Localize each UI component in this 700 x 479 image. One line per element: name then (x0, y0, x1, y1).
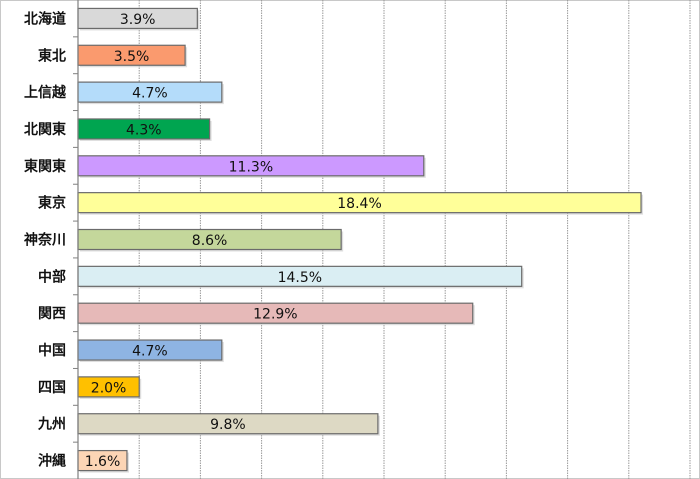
category-label: 沖縄 (38, 453, 66, 470)
value-label: 2.0% (91, 380, 127, 396)
value-label: 9.8% (210, 417, 246, 433)
value-label: 4.7% (132, 344, 168, 360)
category-label: 東京 (38, 195, 66, 212)
value-label: 11.3% (229, 159, 273, 175)
value-label: 4.3% (126, 122, 162, 138)
category-label: 北関東 (24, 121, 66, 138)
value-label: 14.5% (278, 270, 322, 286)
category-label: 中部 (38, 268, 66, 285)
category-label: 中国 (38, 342, 66, 359)
category-label: 東北 (38, 47, 66, 64)
value-label: 8.6% (192, 233, 228, 249)
value-label: 12.9% (253, 307, 297, 323)
bars (77, 7, 644, 473)
category-label: 上信越 (24, 84, 67, 101)
category-label: 九州 (37, 417, 66, 433)
category-label: 東関東 (24, 158, 66, 175)
value-labels: 3.9% 3.5% 4.7% 4.3% 11.3% 18.4% 8.6% 14.5% 12.9%… (85, 12, 382, 470)
category-label: 四国 (38, 380, 66, 396)
value-label: 3.9% (120, 12, 156, 28)
value-label: 3.5% (114, 49, 150, 65)
category-label: 北海道 (24, 10, 66, 27)
value-label: 18.4% (337, 196, 381, 212)
y-axis (73, 0, 79, 479)
category-label: 関西 (38, 306, 66, 322)
value-label: 4.7% (132, 86, 168, 102)
value-label: 1.6% (85, 454, 121, 470)
category-label: 神奈川 (24, 232, 66, 249)
